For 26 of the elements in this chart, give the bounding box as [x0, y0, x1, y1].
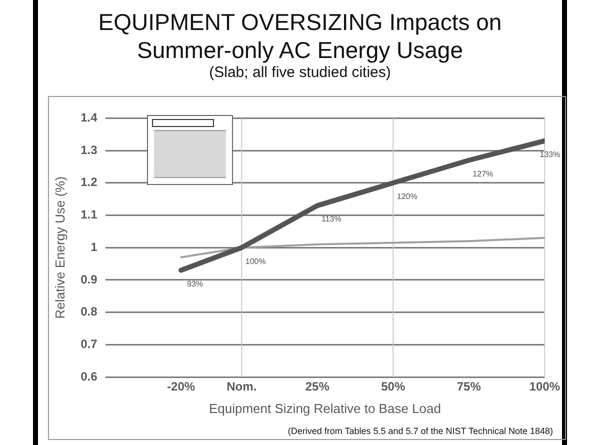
chart-subtitle: (Slab; all five studied cities)	[208, 64, 392, 82]
data-label: 120%	[396, 192, 418, 202]
y-tick-label: 1.3	[80, 142, 98, 157]
data-label: 93%	[187, 279, 204, 288]
x-axis-title: Equipment Sizing Relative to Base Load	[208, 400, 441, 416]
x-tick-label: 75%	[456, 380, 482, 394]
data-label: 127%	[472, 169, 494, 178]
chart-title: EQUIPMENT OVERSIZING Impacts on Summer-only AC Energy Usage	[97, 8, 503, 64]
y-tick-label: 1.2	[80, 175, 98, 190]
y-tick-label: 0.7	[80, 336, 98, 351]
x-tick-label: -20%	[167, 380, 196, 394]
text: (Derived from Tables 5.5 and 5.7 of the NIST Technical Note 1848)	[288, 426, 553, 436]
data-label: 133%	[540, 150, 560, 160]
y-tick-label: 1.4	[80, 110, 98, 125]
y-axis-title: Relative Energy Use (%)	[52, 176, 68, 319]
x-tick-label: 25%	[305, 380, 330, 394]
y-tick-label: 0.6	[80, 369, 98, 384]
y-tick-label: 1.1	[80, 208, 98, 222]
y-tick-label: 1	[90, 240, 98, 254]
x-tick-label: Nom.	[226, 380, 257, 394]
y-tick-label: 0.8	[80, 304, 98, 319]
x-tick-label: 50%	[381, 380, 406, 394]
y-tick-label: 0.9	[80, 272, 98, 286]
x-tick-label: 100%	[529, 380, 560, 394]
data-label: 113%	[321, 214, 342, 224]
data-label: 100%	[245, 256, 266, 266]
